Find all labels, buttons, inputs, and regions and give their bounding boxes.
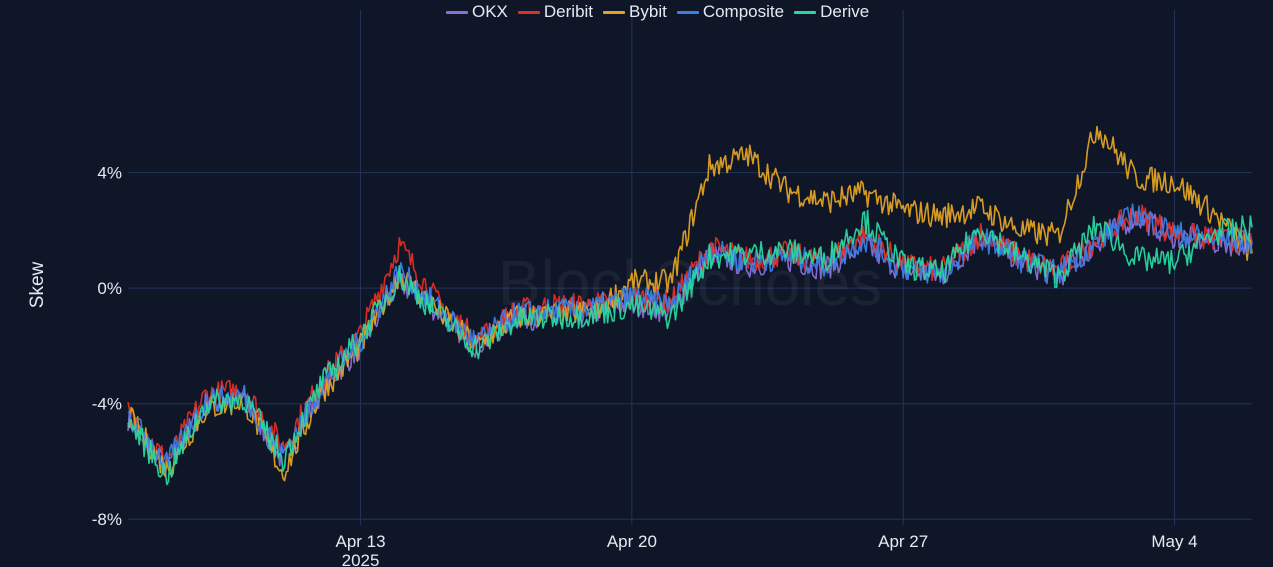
series-lines (127, 125, 1253, 486)
x-tick-label: Apr 27 (878, 532, 928, 551)
legend-item-composite[interactable]: Composite (676, 2, 785, 22)
legend-swatch (603, 10, 626, 14)
series-line-bybit (127, 125, 1253, 482)
legend: OKX Deribit Bybit Composite Derive (446, 2, 869, 22)
y-axis-ticks: 4% 0% -4% -8% (92, 164, 122, 530)
y-tick-label: -4% (92, 395, 122, 414)
legend-item-derive[interactable]: Derive (794, 2, 869, 22)
legend-label: Deribit (543, 2, 594, 21)
legend-label: Bybit (629, 2, 667, 21)
legend-label: OKX (472, 2, 508, 21)
legend-swatch (676, 10, 699, 14)
legend-swatch (446, 10, 468, 14)
legend-swatch (517, 10, 540, 14)
y-axis-label: Skew (27, 261, 48, 309)
legend-item-okx[interactable]: OKX (446, 2, 508, 22)
x-tick-label: May 4 (1151, 532, 1197, 551)
y-tick-label: 4% (97, 164, 122, 183)
y-tick-label: 0% (97, 279, 122, 298)
series-line-derive (127, 209, 1253, 486)
legend-label: Derive (820, 2, 870, 21)
x-tick-label: Apr 13 (336, 532, 386, 551)
x-tick-sublabel: 2025 (342, 551, 380, 567)
legend-item-bybit[interactable]: Bybit (603, 2, 667, 22)
legend-swatch (794, 10, 817, 14)
x-tick-label: Apr 20 (607, 532, 657, 551)
legend-label: Composite (702, 2, 785, 21)
y-tick-label: -8% (92, 510, 122, 529)
legend-item-deribit[interactable]: Deribit (517, 2, 594, 22)
